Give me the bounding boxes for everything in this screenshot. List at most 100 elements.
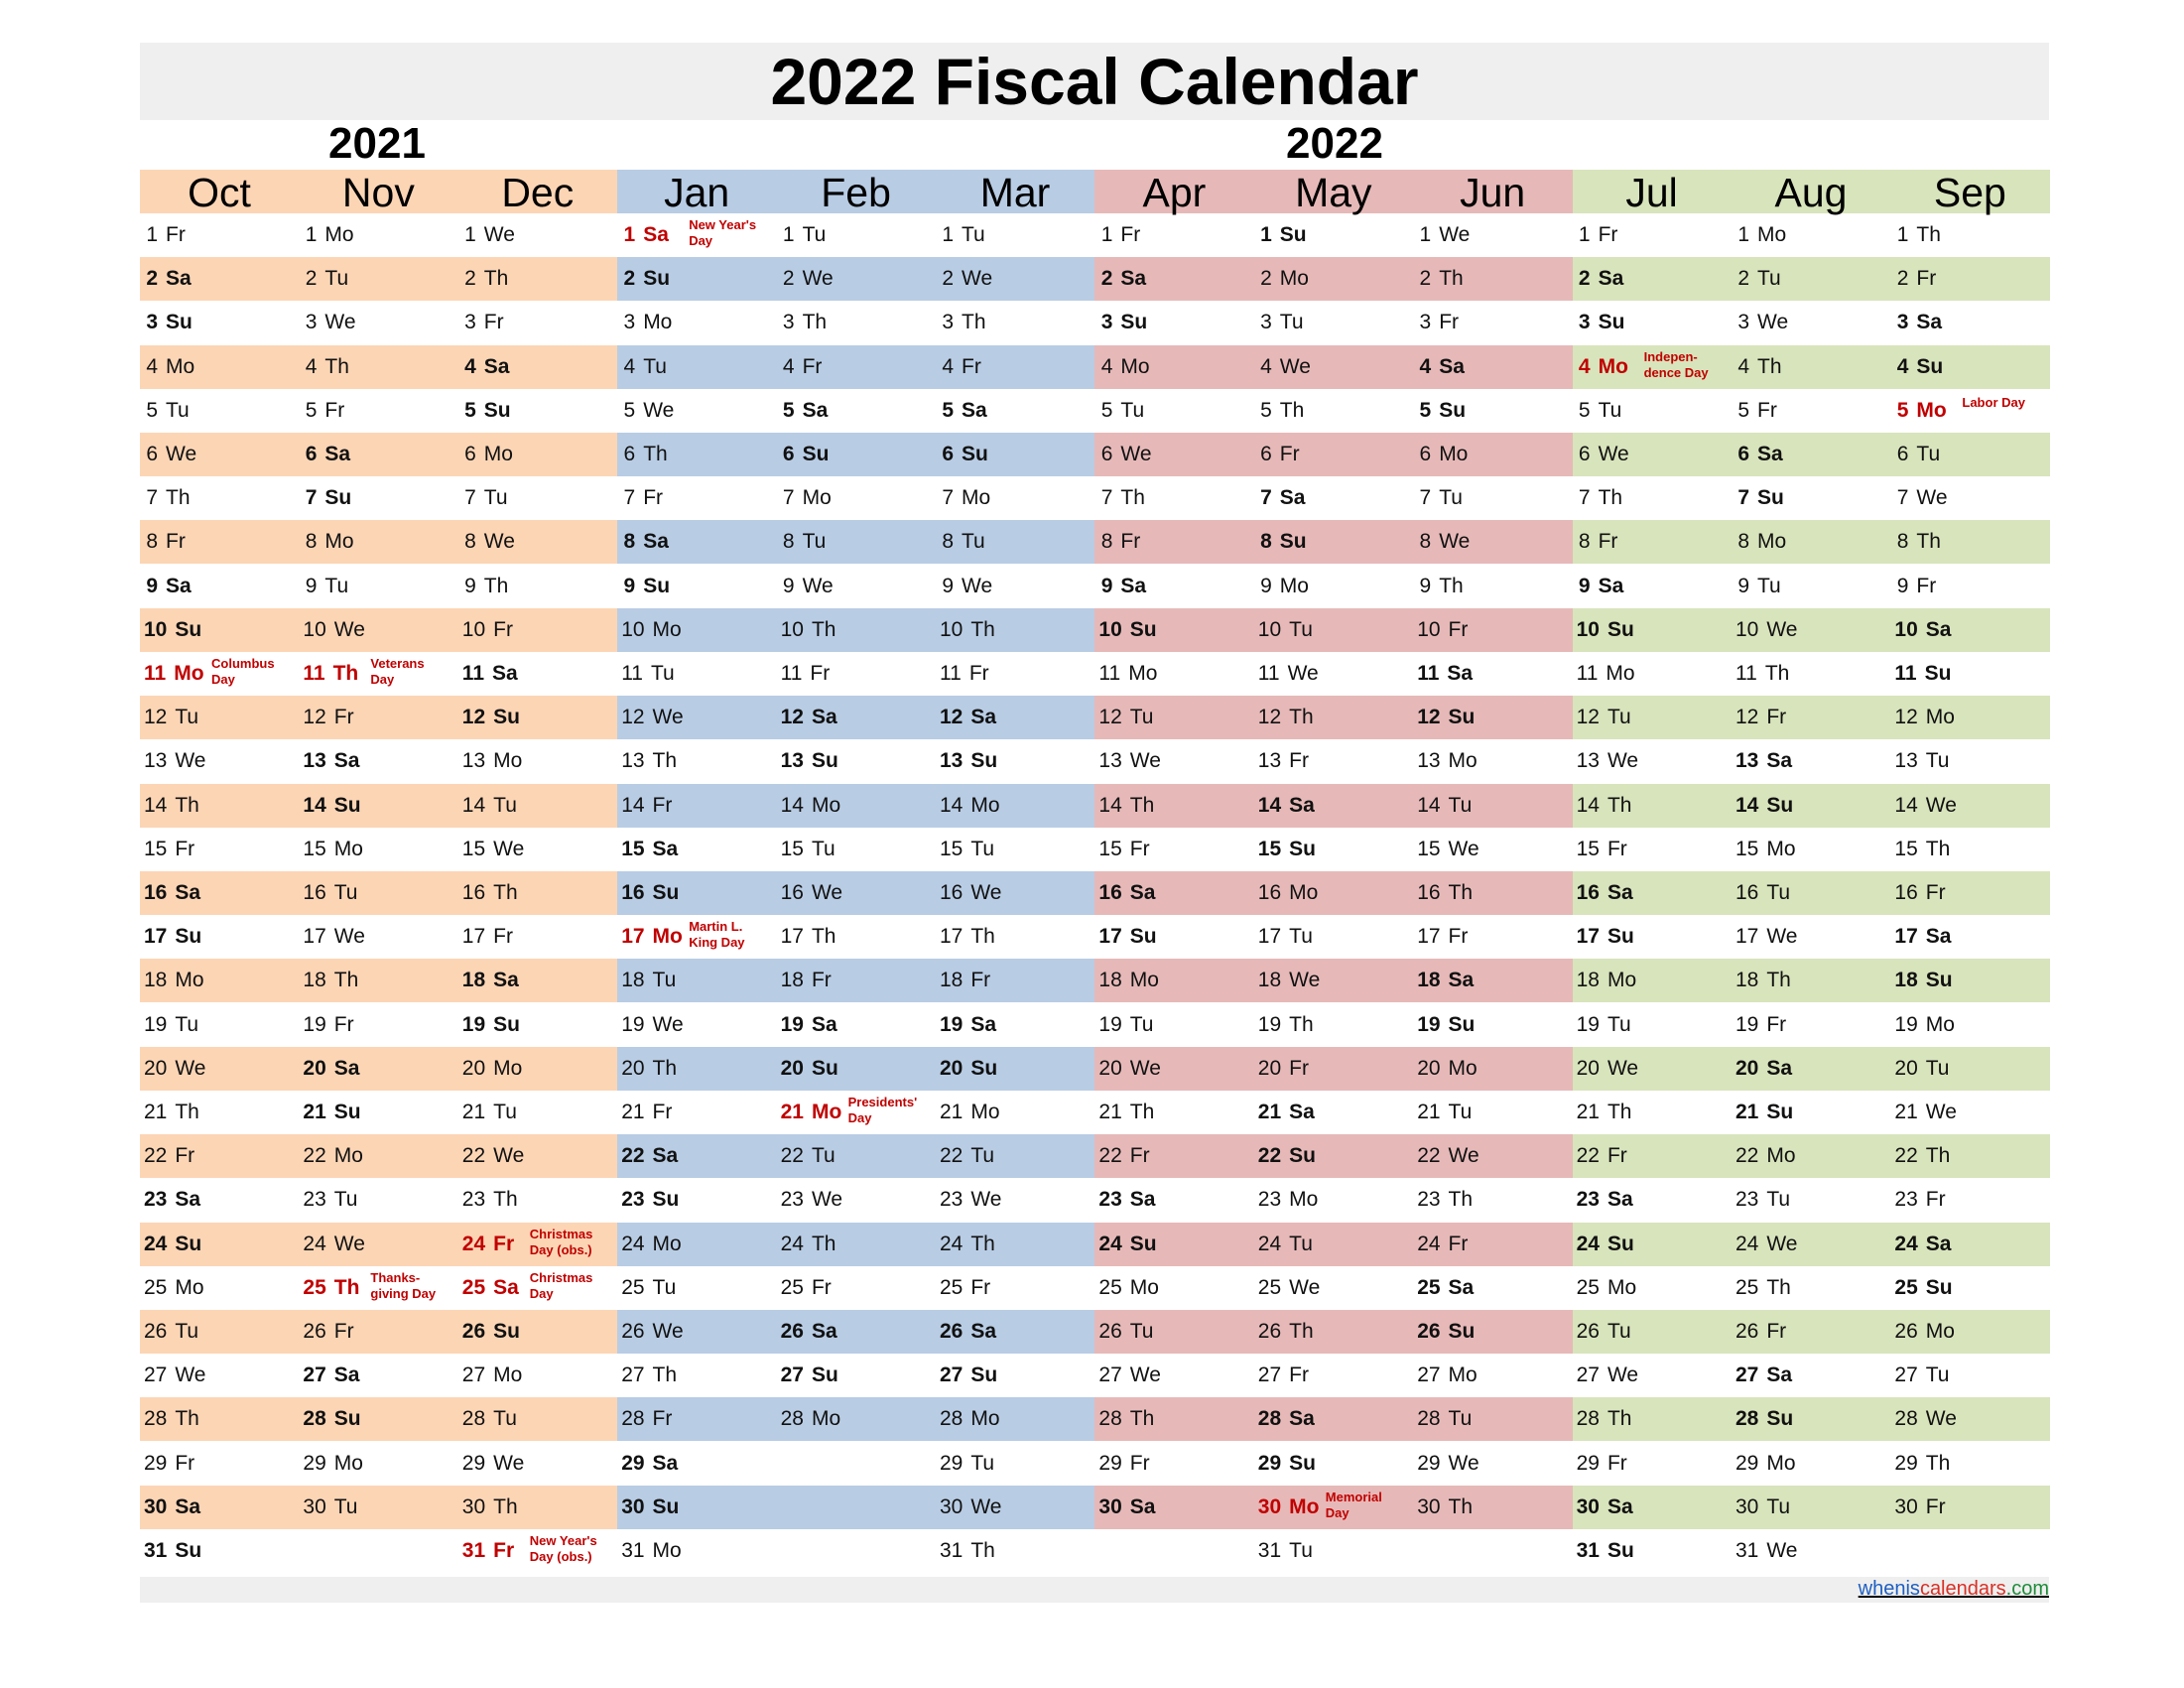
day-number: 6 <box>1260 443 1272 465</box>
day-cell: 12 Tu <box>1577 696 1735 739</box>
day-cell: 6 Sa <box>303 433 461 476</box>
day-cell: 1 Tu <box>781 213 940 257</box>
day-number: 17 <box>1894 925 1918 949</box>
weekday-abbr: Th <box>962 311 986 334</box>
day-number: 2 <box>623 267 636 291</box>
weekday-abbr: Th <box>493 1188 518 1212</box>
day-cell: 5 Su <box>462 389 621 433</box>
day-number: 5 <box>1578 398 1591 422</box>
day-number: 26 <box>621 1320 645 1343</box>
weekday-abbr: We <box>1289 1275 1321 1299</box>
day-cell: 4 Th <box>303 345 461 389</box>
day-number: 15 <box>940 837 964 860</box>
day-number: 26 <box>1894 1320 1918 1343</box>
month-header-sep: Sep <box>1933 170 2006 215</box>
footer-bar <box>140 1577 2049 1603</box>
holiday-name: Presidents' Day <box>847 1095 918 1125</box>
weekday-abbr: Sa <box>1279 486 1306 510</box>
day-cell: 17 Tu <box>1258 915 1417 959</box>
day-cell: 27 We <box>1577 1354 1735 1397</box>
weekday-abbr: Mo <box>970 1407 1000 1431</box>
day-number: 1 <box>942 223 954 246</box>
weekday-abbr: Tu <box>1606 1320 1631 1343</box>
day-number: 11 <box>303 662 325 685</box>
day-cell: 20 Mo <box>462 1047 621 1091</box>
day-cell: 28 Su <box>1735 1397 1894 1441</box>
weekday-abbr: Sa <box>652 837 679 860</box>
weekday-abbr: Fr <box>1766 706 1787 729</box>
day-number: 4 <box>1100 354 1113 378</box>
day-cell: 22 Sa <box>621 1134 780 1178</box>
day-cell: 21 Mo <box>940 1091 1098 1134</box>
weekday-abbr: Fr <box>1916 574 1937 597</box>
day-cell: 13 We <box>1098 739 1257 783</box>
day-cell: 3 Sa <box>1894 301 2053 344</box>
day-number: 15 <box>1576 837 1600 860</box>
day-cell: 13 Mo <box>1417 739 1576 783</box>
weekday-abbr: Th <box>811 617 836 641</box>
row-stripe <box>1572 607 2050 652</box>
day-cell: 31 Tu <box>1258 1529 1417 1573</box>
day-cell: 27 We <box>1098 1354 1257 1397</box>
day-cell: 30 Su <box>621 1486 780 1529</box>
weekday-abbr: Mo <box>970 793 1000 817</box>
weekday-abbr: Th <box>970 925 995 949</box>
month-header-jul: Jul <box>1625 170 1678 215</box>
day-number: 30 <box>303 1494 326 1518</box>
day-number: 28 <box>1894 1407 1918 1431</box>
day-cell: 12 Tu <box>1098 696 1257 739</box>
day-number: 17 <box>1098 925 1122 949</box>
day-number: 5 <box>782 398 795 422</box>
day-number: 30 <box>940 1494 964 1518</box>
day-cell: 4 Th <box>1735 345 1894 389</box>
row-stripe <box>140 1485 618 1529</box>
weekday-abbr: Su <box>493 706 520 729</box>
weekday-abbr: Tu <box>1439 486 1463 510</box>
day-number: 13 <box>1576 749 1600 773</box>
weekday-abbr: Sa <box>166 267 192 291</box>
weekday-abbr: Mo <box>1128 662 1158 685</box>
weekday-abbr: Mo <box>333 1451 363 1475</box>
row-stripe <box>140 1310 618 1354</box>
weekday-abbr: Th <box>1925 837 1951 860</box>
day-cell: 22 Fr <box>144 1134 303 1178</box>
day-number: 17 <box>1735 925 1759 949</box>
day-cell: 15 Mo <box>1735 828 1894 871</box>
day-number: 19 <box>1417 1012 1441 1036</box>
month-header-oct: Oct <box>188 170 251 215</box>
day-cell: 1 Fr <box>1577 213 1735 257</box>
day-cell: 14 Sa <box>1258 784 1417 828</box>
day-number: 1 <box>782 223 795 246</box>
weekday-abbr: Su <box>1448 1320 1476 1343</box>
weekday-abbr: Fr <box>1766 1320 1787 1343</box>
weekday-abbr: Mo <box>1757 223 1787 246</box>
weekday-abbr: We <box>483 530 515 554</box>
day-cell: 9 Tu <box>1735 565 1894 608</box>
weekday-abbr: Mo <box>1448 749 1477 773</box>
weekday-abbr: We <box>811 1188 843 1212</box>
day-number: 20 <box>780 1056 804 1080</box>
day-cell: 2 Mo <box>1258 257 1417 301</box>
day-number: 11 <box>1894 662 1917 685</box>
day-number: 9 <box>782 574 795 597</box>
day-number: 27 <box>1576 1363 1600 1387</box>
day-cell: 20 Mo <box>1417 1047 1576 1091</box>
day-number: 31 <box>144 1539 168 1562</box>
weekday-abbr: Fr <box>962 354 981 378</box>
day-cell: 17 We <box>1735 915 1894 959</box>
weekday-abbr: Sa <box>324 443 351 465</box>
day-cell: 9 Su <box>621 565 780 608</box>
day-cell: 14 Th <box>144 784 303 828</box>
day-cell: 24 Fr <box>1417 1223 1576 1266</box>
day-number: 16 <box>1417 881 1441 904</box>
weekday-abbr: Fr <box>1925 1494 1946 1518</box>
row-stripe <box>1094 783 1573 828</box>
weekday-abbr: Fr <box>1606 1144 1627 1168</box>
day-cell: 26 Th <box>1258 1310 1417 1354</box>
day-number: 4 <box>464 354 476 378</box>
day-number: 25 <box>1735 1275 1759 1299</box>
day-cell: 8 Mo <box>1735 520 1894 564</box>
day-number: 22 <box>1735 1144 1759 1168</box>
weekday-abbr: Tu <box>1757 574 1781 597</box>
credit-link[interactable]: wheniscalendars.com <box>1859 1576 2049 1602</box>
